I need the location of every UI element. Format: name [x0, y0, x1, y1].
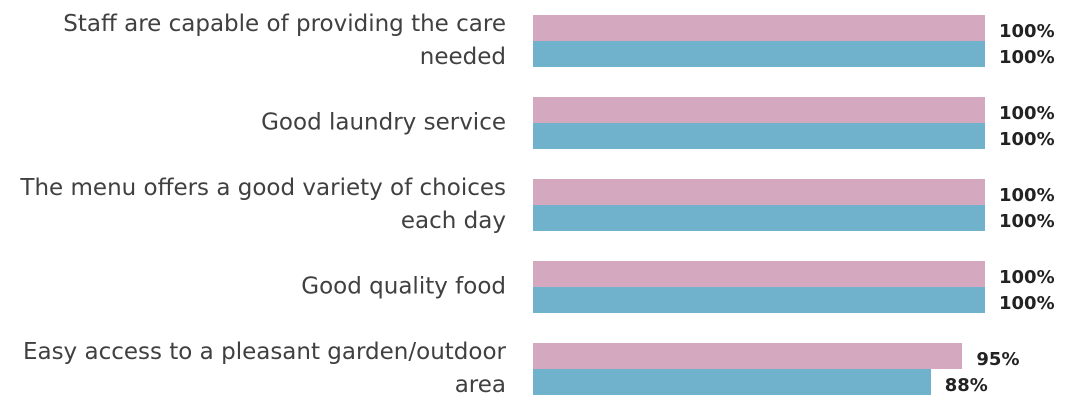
bar	[533, 369, 931, 395]
category-label: Good laundry service	[261, 109, 506, 136]
value-label: 100%	[999, 211, 1055, 232]
bar	[533, 15, 985, 41]
bar	[533, 41, 985, 67]
value-label: 100%	[999, 21, 1055, 42]
value-label: 95%	[976, 349, 1020, 370]
bar	[533, 261, 985, 287]
category-label: Easy access to a pleasant garden/outdoor…	[22, 339, 506, 398]
value-label: 88%	[944, 375, 988, 396]
value-label: 100%	[999, 47, 1055, 68]
category-label: Staff are capable of providing the care …	[63, 11, 506, 70]
value-label: 100%	[999, 267, 1055, 288]
category-label: The menu offers a good variety of choice…	[20, 175, 506, 234]
value-label: 100%	[999, 129, 1055, 150]
bar	[533, 179, 985, 205]
value-label: 100%	[999, 293, 1055, 314]
category-label: Good quality food	[301, 273, 506, 300]
bar	[533, 123, 985, 149]
bar	[533, 205, 985, 231]
bar	[533, 97, 985, 123]
bar	[533, 287, 985, 313]
value-label: 100%	[999, 185, 1055, 206]
bar	[533, 343, 963, 369]
value-label: 100%	[999, 103, 1055, 124]
